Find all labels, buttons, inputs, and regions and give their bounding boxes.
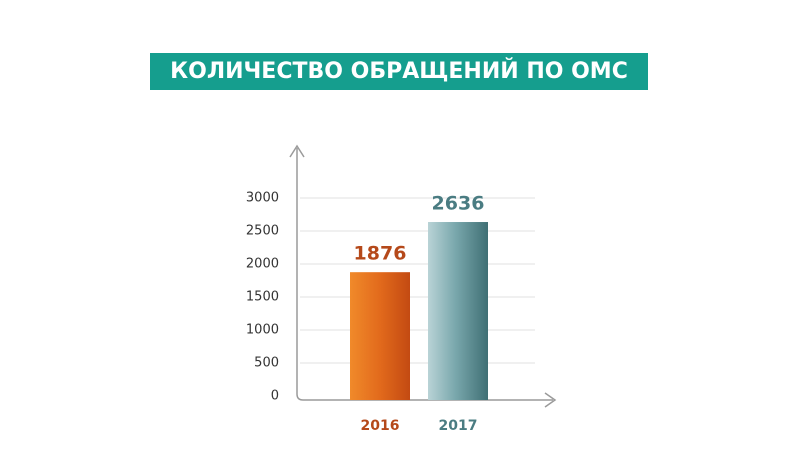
value-label: 1876 (354, 243, 407, 265)
axes (289, 144, 557, 408)
x-tick-label: 2016 (361, 418, 400, 434)
y-tick-label: 1000 (246, 323, 279, 338)
x-arrow (544, 392, 557, 408)
y-tick-label: 2500 (246, 224, 279, 239)
y-tick-label: 0 (271, 389, 279, 404)
bar (350, 272, 410, 400)
value-label: 2636 (432, 193, 485, 215)
y-arrow (289, 144, 305, 158)
y-tick-label: 1500 (246, 290, 279, 305)
axis-lines (296, 148, 553, 401)
bar (428, 222, 488, 400)
y-tick-label: 3000 (246, 191, 279, 206)
title-banner (150, 53, 648, 90)
y-tick-label: 500 (254, 356, 279, 371)
y-tick-label: 2000 (246, 257, 279, 272)
x-tick-label: 2017 (439, 418, 478, 434)
chart-title: КОЛИЧЕСТВО ОБРАЩЕНИЙ ПО ОМС (170, 58, 628, 84)
